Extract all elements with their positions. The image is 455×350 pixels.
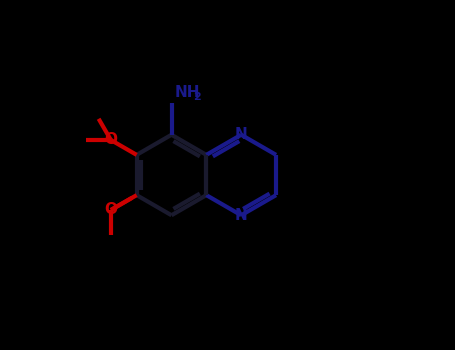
- Text: NH: NH: [174, 85, 200, 100]
- Text: N: N: [235, 127, 248, 142]
- Text: O: O: [104, 203, 117, 217]
- Text: O: O: [104, 133, 117, 147]
- Text: N: N: [235, 208, 248, 223]
- Text: 2: 2: [193, 91, 201, 102]
